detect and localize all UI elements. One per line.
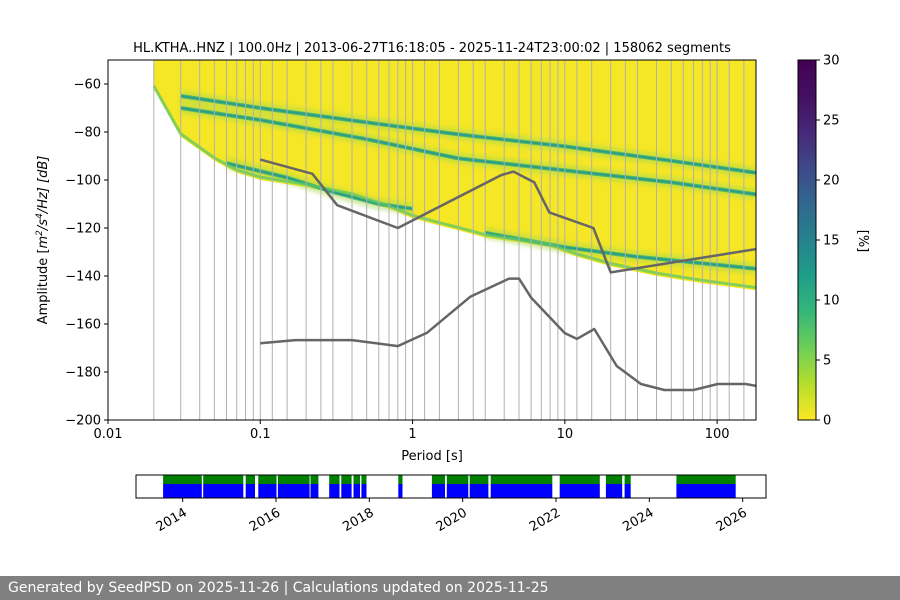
processed-segment <box>245 484 255 498</box>
availability-segment <box>277 475 310 484</box>
availability-segment <box>624 475 631 484</box>
colorbar-tick-label: 15 <box>823 234 840 249</box>
processed-segment <box>203 484 244 498</box>
availability-segment <box>676 475 736 484</box>
availability-segment <box>431 475 445 484</box>
x-axis-ticks: 0.01 0.1 1 10 100 <box>94 420 730 442</box>
period-grid <box>153 60 745 420</box>
timeline-segments <box>163 475 736 498</box>
x-tick-label: 0.1 <box>250 427 271 442</box>
y-tick-label: −200 <box>65 414 101 429</box>
colorbar-tick-label: 0 <box>823 414 831 429</box>
x-tick-label: 1 <box>408 427 416 442</box>
x-tick-label: 10 <box>557 427 574 442</box>
y-tick-label: −180 <box>65 366 101 381</box>
x-tick-label: 0.01 <box>94 427 123 442</box>
availability-timeline: 2014 2016 2018 2020 2022 2024 2026 <box>135 474 767 535</box>
processed-segment <box>361 484 367 498</box>
processed-segment <box>329 484 340 498</box>
timeline-tick-label: 2016 <box>247 505 283 535</box>
availability-segment <box>163 475 202 484</box>
y-axis-ticks: −200 −180 −160 −140 −120 −100 −80 −60 <box>65 78 108 429</box>
timeline-tick-label: 2024 <box>620 505 656 535</box>
y-tick-label: −160 <box>65 318 101 333</box>
nlnm-line <box>260 277 756 392</box>
footer-text: Generated by SeedPSD on 2025-11-26 | Cal… <box>8 580 549 596</box>
processed-segment <box>559 484 600 498</box>
psd-plot-area: 0.01 0.1 1 10 100 −200 −180 −160 −140 −120 −100 −8… <box>65 59 757 442</box>
processed-segment <box>353 484 360 498</box>
availability-segment <box>258 475 277 484</box>
processed-segment <box>163 484 202 498</box>
availability-segment <box>490 475 553 484</box>
processed-segment <box>398 484 403 498</box>
colorbar-tick-label: 25 <box>823 114 840 129</box>
availability-segment <box>605 475 623 484</box>
y-tick-label: −80 <box>74 126 101 141</box>
processed-segment <box>624 484 631 498</box>
availability-segment <box>245 475 255 484</box>
availability-segment <box>341 475 352 484</box>
footer-bar: Generated by SeedPSD on 2025-11-26 | Cal… <box>0 576 900 600</box>
processed-segment <box>431 484 445 498</box>
colorbar-tick-label: 10 <box>823 294 840 309</box>
availability-segment <box>310 475 319 484</box>
colorbar-ticks: 0 5 10 15 20 25 30 <box>816 54 840 429</box>
timeline-tick-label: 2014 <box>154 505 190 535</box>
availability-segment <box>329 475 340 484</box>
y-tick-label: −60 <box>74 78 101 93</box>
noise-models <box>259 158 756 392</box>
chart-title: HL.KTHA..HNZ | 100.0Hz | 2013-06-27T16:1… <box>133 41 731 56</box>
colorbar-tick-label: 30 <box>823 54 840 69</box>
timeline-frame <box>135 474 767 499</box>
processed-segment <box>469 484 489 498</box>
timeline-tick-label: 2022 <box>527 505 563 535</box>
processed-segment <box>341 484 352 498</box>
processed-segment <box>310 484 319 498</box>
y-tick-label: −140 <box>65 270 101 285</box>
processed-segment <box>605 484 623 498</box>
availability-segment <box>446 475 469 484</box>
plot-frame <box>107 59 757 421</box>
availability-segment <box>469 475 489 484</box>
timeline-tick-label: 2018 <box>340 505 376 535</box>
timeline-tick-label: 2020 <box>434 505 470 535</box>
colorbar: 0 5 10 15 20 25 30 [%] <box>797 54 870 429</box>
processed-segment <box>258 484 277 498</box>
availability-segment <box>203 475 244 484</box>
y-tick-label: −120 <box>65 222 101 237</box>
processed-segment <box>676 484 736 498</box>
availability-segment <box>353 475 360 484</box>
colorbar-gradient <box>797 59 817 421</box>
availability-segment <box>559 475 600 484</box>
y-axis-label: Amplitude [m2/s4/Hz] [dB] <box>35 156 51 325</box>
processed-segment <box>277 484 310 498</box>
colorbar-label: [%] <box>855 230 870 253</box>
availability-segment <box>398 475 403 484</box>
processed-segment <box>490 484 553 498</box>
x-axis-label: Period [s] <box>401 449 463 464</box>
processed-segment <box>446 484 469 498</box>
colorbar-tick-label: 20 <box>823 174 840 189</box>
y-tick-label: −100 <box>65 174 101 189</box>
colorbar-tick-label: 5 <box>823 354 831 369</box>
timeline-ticks: 2014 2016 2018 2020 2022 2024 2026 <box>154 498 750 535</box>
timeline-tick-label: 2026 <box>714 505 750 535</box>
availability-segment <box>361 475 367 484</box>
psd-heatmap <box>152 60 756 291</box>
x-tick-label: 100 <box>705 427 730 442</box>
nhnm-line <box>259 158 756 274</box>
